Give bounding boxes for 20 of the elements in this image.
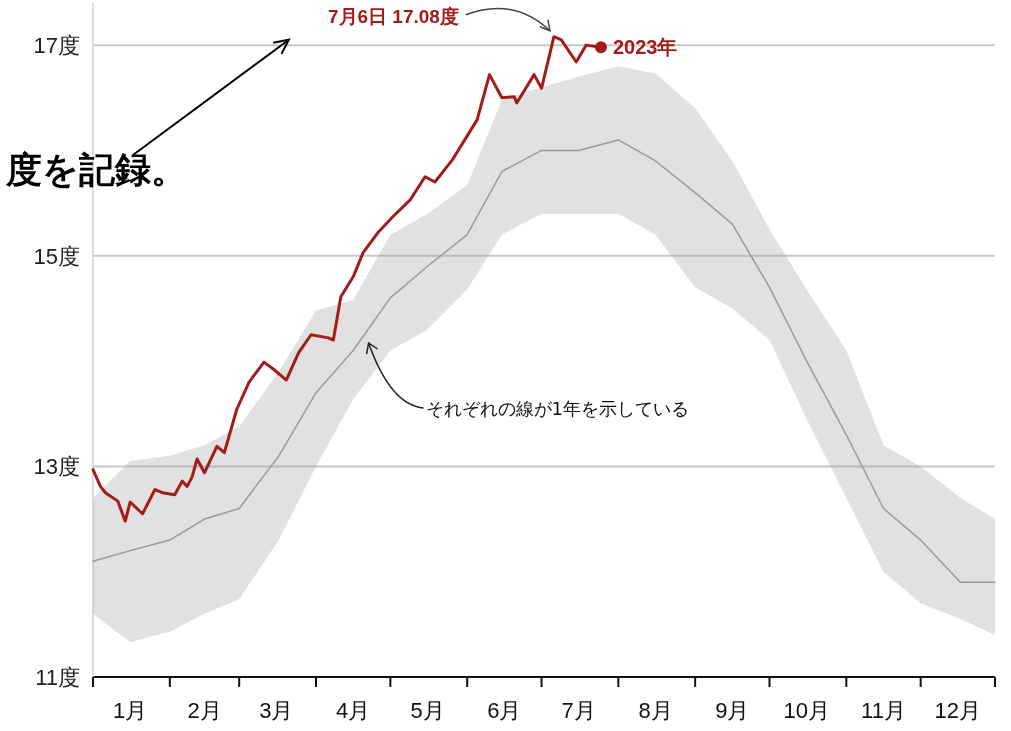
- annotation: 度を記録。: [5, 149, 187, 190]
- x-tick-label: 2月: [187, 698, 222, 723]
- series-label: 2023年: [612, 36, 678, 59]
- y-tick-label: 13度: [33, 454, 80, 480]
- x-tick-label: 10月: [783, 698, 830, 723]
- x-tick-label: 11月: [861, 698, 906, 723]
- x-tick-label: 7月: [561, 698, 596, 723]
- annotation: 7月6日 17.08度: [327, 5, 459, 27]
- x-tick-label: 1月: [113, 698, 148, 723]
- x-tick-label: 6月: [487, 698, 522, 723]
- annotation: それぞれの線が1年を示している: [425, 398, 690, 419]
- y-tick-label: 17度: [33, 33, 80, 59]
- y-tick-label: 15度: [33, 243, 80, 269]
- y-tick-label: 11度: [35, 665, 80, 690]
- x-tick-label: 9月: [715, 698, 750, 723]
- x-tick-label: 8月: [638, 698, 673, 723]
- x-tick-label: 12月: [934, 698, 982, 723]
- x-tick-label: 5月: [410, 698, 445, 723]
- x-tick-label: 4月: [336, 698, 371, 723]
- x-tick-label: 3月: [259, 698, 294, 723]
